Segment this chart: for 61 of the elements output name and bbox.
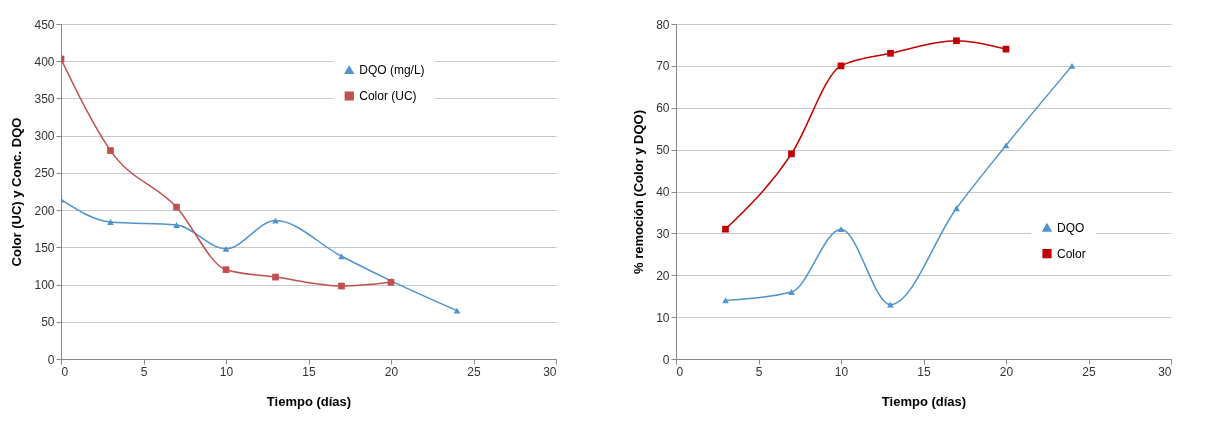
y-tick-label: 300 bbox=[34, 129, 55, 144]
y-tick-label: 0 bbox=[47, 352, 55, 367]
x-tick-label: 0 bbox=[61, 364, 69, 379]
y-axis-title: % remoción (Color y DQO) bbox=[631, 110, 647, 274]
legend-label: DQO bbox=[1057, 220, 1085, 235]
x-tick-label: 5 bbox=[140, 364, 148, 379]
legend-label: Color bbox=[1057, 246, 1086, 261]
point bbox=[837, 226, 845, 233]
point bbox=[107, 147, 114, 154]
y-tick-label: 40 bbox=[656, 185, 670, 199]
x-axis-title: Tiempo (días) bbox=[266, 393, 352, 409]
point bbox=[222, 266, 230, 274]
y-tick-label: 10 bbox=[656, 310, 670, 325]
x-tick-label: 30 bbox=[1158, 364, 1172, 379]
x-tick-label: 25 bbox=[1082, 364, 1096, 379]
x-tick-label: 20 bbox=[999, 364, 1014, 379]
y-tick-label: 350 bbox=[34, 91, 55, 106]
point bbox=[953, 205, 960, 212]
x-tick-label: 10 bbox=[219, 364, 234, 379]
point bbox=[887, 49, 894, 57]
legend-label: Color (UC) bbox=[359, 89, 417, 103]
y-tick-label: 150 bbox=[34, 240, 55, 255]
x-tick-label: 15 bbox=[917, 364, 931, 379]
point bbox=[338, 253, 345, 260]
point bbox=[222, 245, 230, 252]
y-tick-label: 50 bbox=[41, 315, 55, 330]
y-axis-title: Color (UC) y Conc. DQO bbox=[9, 117, 25, 267]
y-tick-label: 100 bbox=[34, 278, 55, 293]
x-tick-label: 0 bbox=[676, 364, 684, 379]
y-tick-label: 250 bbox=[34, 166, 55, 181]
y-tick-label: 0 bbox=[662, 352, 670, 367]
point bbox=[338, 282, 345, 290]
y-tick-label: 30 bbox=[656, 226, 670, 241]
x-tick-label: 25 bbox=[467, 364, 481, 379]
x-tick-label: 15 bbox=[302, 364, 316, 379]
y-tick-label: 200 bbox=[34, 203, 55, 218]
x-tick-label: 10 bbox=[834, 364, 849, 379]
point bbox=[722, 297, 729, 304]
point bbox=[173, 203, 180, 211]
y-tick-label: 450 bbox=[34, 17, 55, 32]
legend-label: DQO (mg/L) bbox=[359, 63, 425, 77]
point bbox=[722, 225, 729, 233]
x-tick-label: 20 bbox=[384, 364, 399, 379]
point bbox=[107, 219, 114, 225]
point bbox=[953, 37, 960, 45]
y-tick-label: 400 bbox=[34, 54, 55, 69]
point bbox=[1068, 62, 1076, 69]
x-tick-label: 5 bbox=[755, 364, 763, 379]
point bbox=[788, 150, 795, 158]
point bbox=[272, 273, 279, 281]
point bbox=[1002, 142, 1010, 149]
y-tick-label: 70 bbox=[656, 59, 670, 74]
point bbox=[453, 307, 461, 314]
x-axis-title: Tiempo (días) bbox=[881, 393, 967, 409]
point bbox=[788, 289, 795, 295]
y-tick-label: 50 bbox=[656, 143, 670, 158]
y-tick-label: 80 bbox=[656, 17, 670, 32]
y-tick-label: 20 bbox=[656, 268, 670, 283]
point bbox=[173, 222, 180, 228]
y-tick-label: 60 bbox=[656, 101, 670, 116]
x-tick-label: 30 bbox=[543, 364, 557, 379]
